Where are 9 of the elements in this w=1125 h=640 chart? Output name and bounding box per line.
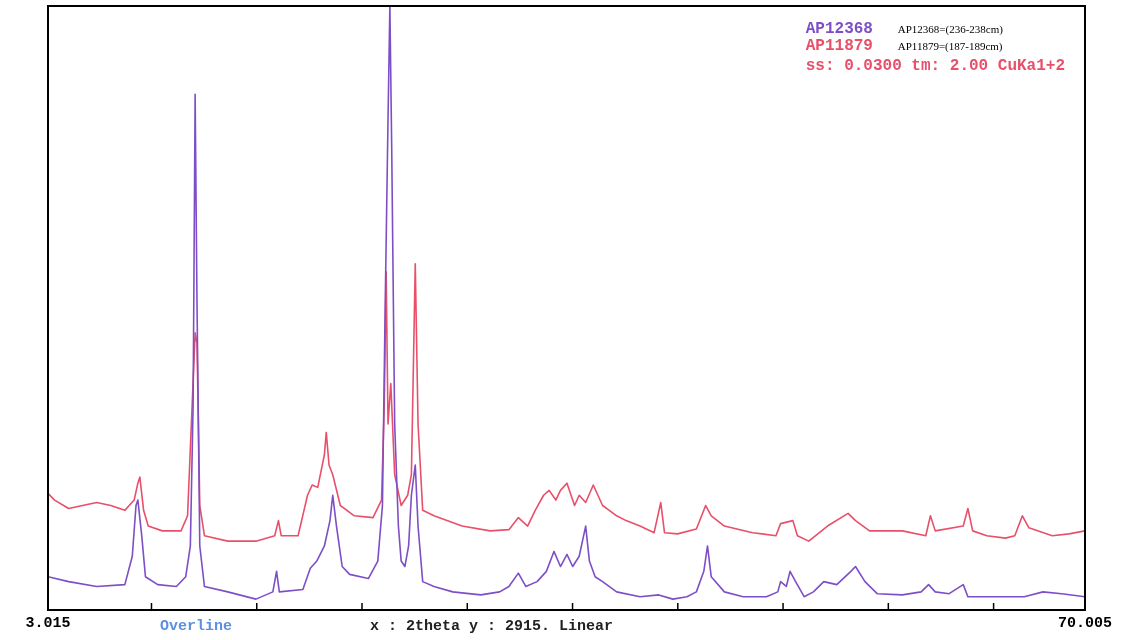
annotation: AP11879=(187-189cm) (897, 39, 1003, 52)
annotation: AP12368=(236-238cm) (897, 22, 1003, 35)
text: Overline (160, 618, 233, 635)
x-tick-label: 3.015 (25, 615, 71, 633)
text: x : 2theta y : 2915. Linear (370, 618, 614, 635)
text: AP11879 (805, 36, 874, 55)
text: AP12368 (805, 19, 874, 38)
x-tick-label: 70.005 (1057, 615, 1113, 633)
annotation: ss: 0.0300 tm: 2.00 CuKa1+2 (805, 57, 1065, 75)
